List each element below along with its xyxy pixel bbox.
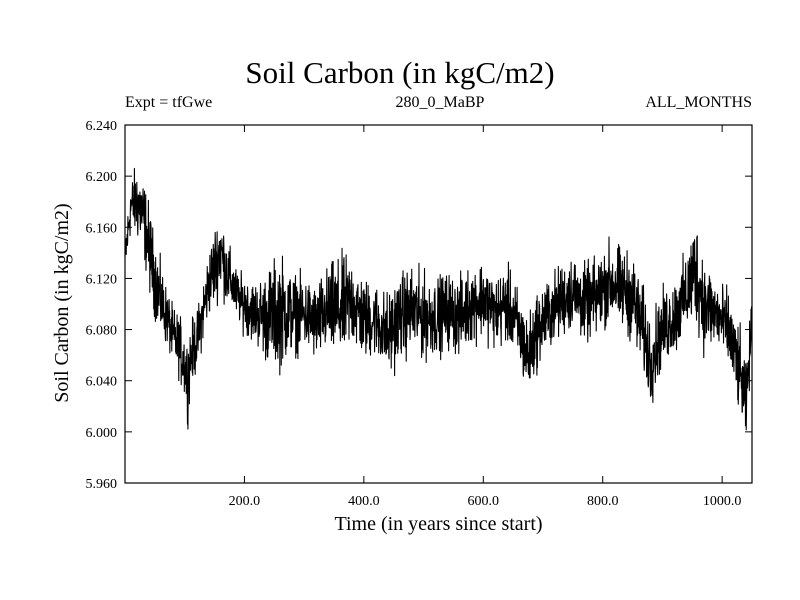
plot-frame [124,124,753,484]
y-tick-label: 6.200 [86,170,118,185]
y-tick-label: 6.040 [86,375,118,390]
y-tick-label: 5.960 [86,477,118,492]
x-tick-label: 400.0 [348,494,380,509]
x-tick-label: 200.0 [229,494,261,509]
period-label: 280_0_MaBP [395,94,485,111]
series-line-soil-carbon [124,167,753,431]
ticks-layer: 5.960 6.000 6.040 6.080 6.120 6.160 6.200 6.240… [86,119,752,509]
y-tick-label: 6.000 [86,426,118,441]
y-tick-label: 6.160 [86,221,118,236]
x-tick-label: 1000.0 [703,494,742,509]
x-tick-label: 600.0 [468,494,500,509]
experiment-label: Expt = tfGwe [125,94,213,111]
y-tick-label: 6.080 [86,324,118,339]
x-tick-label: 800.0 [587,494,619,509]
x-axis-label: Time (in years since start) [334,513,543,535]
months-label: ALL_MONTHS [645,94,752,111]
y-axis-label: Soil Carbon (in kgC/m2) [51,203,73,403]
chart-title: Soil Carbon (in kgC/m2) [245,55,555,90]
y-tick-label: 6.120 [86,272,118,287]
series-layer [124,167,753,431]
y-tick-label: 6.240 [86,119,118,134]
